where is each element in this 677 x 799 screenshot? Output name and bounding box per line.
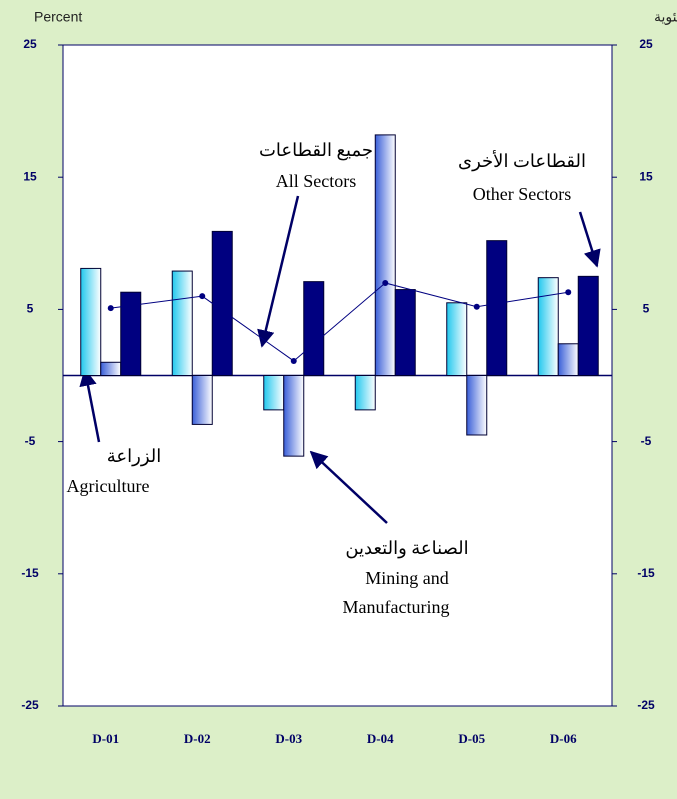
annotation: الزراعة — [107, 446, 162, 467]
line — [110, 282, 569, 362]
annotation: Manufacturing — [343, 597, 450, 617]
annotation: All Sectors — [276, 171, 357, 191]
bar — [100, 361, 122, 376]
y-tick-label: 5 — [27, 302, 34, 316]
y2-axis-label: نسبة مئوية — [654, 9, 677, 26]
point — [473, 303, 480, 310]
bar — [394, 289, 416, 377]
bar — [446, 302, 468, 377]
arrow — [309, 450, 388, 524]
point — [107, 305, 114, 312]
y2-tick-label: -25 — [637, 698, 655, 712]
x-tick-label: D-05 — [458, 731, 485, 746]
bar — [354, 375, 376, 411]
bar — [466, 375, 488, 436]
x-tick-label: D-03 — [275, 731, 302, 746]
x-tick-label: D-04 — [367, 731, 394, 746]
point — [565, 289, 572, 296]
x-tick-label: D-06 — [550, 731, 577, 746]
y-tick-label: 25 — [23, 37, 37, 51]
point — [290, 357, 297, 364]
bar — [120, 291, 142, 376]
bar — [537, 277, 559, 376]
annotation: Agriculture — [67, 476, 150, 496]
bar — [171, 270, 193, 377]
y2-tick-label: 25 — [639, 37, 653, 51]
y-tick-label: -25 — [21, 698, 39, 712]
bar — [557, 343, 579, 377]
annotation: القطاعات الأخرى — [458, 149, 586, 172]
arrow — [79, 368, 101, 443]
annotation: Other Sectors — [473, 184, 571, 204]
arrow — [578, 211, 601, 268]
point — [382, 279, 389, 286]
bar — [80, 267, 102, 376]
bar — [191, 375, 213, 425]
y-tick-label: 15 — [23, 169, 37, 183]
arrow — [257, 195, 300, 348]
x-tick-label: D-02 — [184, 731, 211, 746]
y2-tick-label: 5 — [643, 302, 650, 316]
y-tick-label: -15 — [21, 566, 39, 580]
bar — [211, 230, 233, 376]
bar — [263, 375, 285, 411]
annotation: Mining and — [365, 568, 449, 588]
annotation: جميع القطاعات — [259, 140, 373, 161]
y-tick-label: -5 — [25, 434, 36, 448]
y2-tick-label: 15 — [639, 169, 653, 183]
bar — [486, 240, 508, 376]
bar — [577, 275, 599, 377]
y2-tick-label: -5 — [641, 434, 652, 448]
bar — [374, 134, 396, 376]
y-axis-label: Percent — [34, 9, 82, 25]
bar — [303, 281, 325, 376]
x-tick-label: D-01 — [92, 731, 119, 746]
y2-tick-label: -15 — [637, 566, 655, 580]
bar — [283, 375, 305, 457]
point — [199, 293, 206, 300]
annotation: الصناعة والتعدين — [345, 538, 468, 559]
